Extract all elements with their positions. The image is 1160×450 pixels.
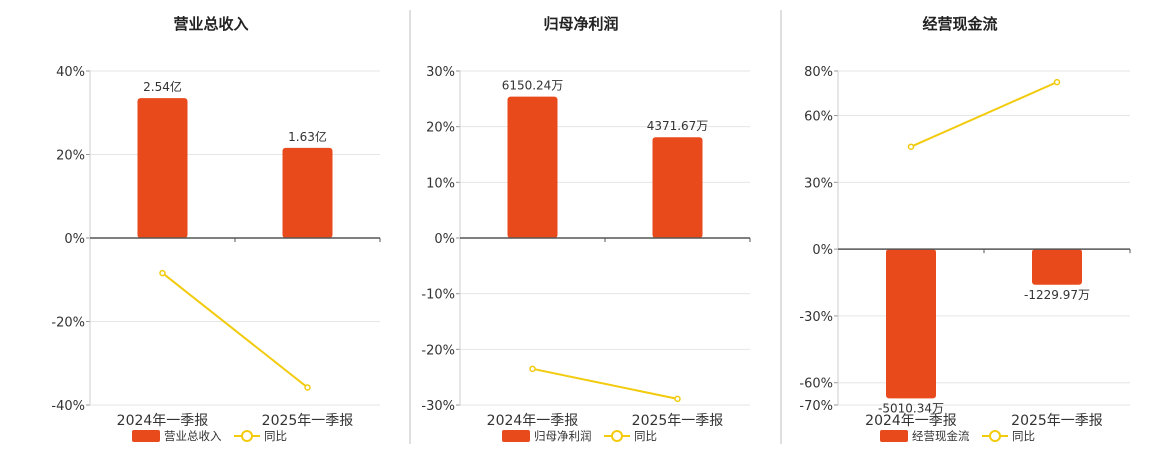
legend-label: 营业总收入 — [164, 429, 222, 443]
y-tick-label: -20% — [51, 316, 85, 331]
bar-data-label: 4371.67万 — [647, 119, 709, 133]
bar — [886, 249, 936, 399]
legend-line-marker — [989, 430, 1001, 442]
y-tick-label: 0% — [434, 232, 455, 247]
line-point — [907, 143, 915, 150]
legend: 归母净利润 同比 — [502, 429, 657, 443]
bar — [137, 98, 188, 238]
x-tick-label: 2024年一季报 — [865, 413, 957, 429]
bar-data-label: 1.63亿 — [288, 129, 327, 144]
legend-label: 经营现金流 — [912, 429, 970, 443]
bar — [282, 147, 333, 238]
line-point — [304, 384, 311, 391]
chart-panel-1: 营业总收入 -40% -20% 0% 20% 40% 2.54亿 1.63亿 2024年一季报 2… — [51, 15, 381, 443]
y-tick-label: 20% — [56, 149, 85, 164]
y-tick-label: 60% — [804, 110, 833, 125]
legend-label: 同比 — [1012, 429, 1035, 443]
y-tick-label: -40% — [51, 399, 85, 414]
legend: 营业总收入 同比 — [132, 429, 287, 443]
legend-line-marker — [241, 430, 253, 442]
bar-data-label: 2.54亿 — [143, 79, 182, 94]
legend-bar-swatch — [502, 430, 530, 442]
line-point — [1053, 78, 1061, 86]
line-point — [674, 395, 681, 403]
bar-data-label: 6150.24万 — [502, 79, 564, 93]
line-point — [159, 269, 166, 277]
y-tick-label: -20% — [421, 343, 455, 358]
series-line — [161, 272, 309, 389]
y-tick-label: 30% — [804, 176, 833, 191]
legend-bar-swatch — [132, 430, 160, 442]
bar — [652, 137, 703, 238]
line-point — [529, 365, 536, 373]
chart-title: 归母净利润 — [543, 15, 618, 33]
legend-label: 归母净利润 — [534, 429, 592, 443]
bar-data-label: -1229.97万 — [1024, 288, 1090, 302]
chart-panel-3: 经营现金流 -70% -60% -30% 0% 30% 60% 80% -5010.34万 -12… — [799, 15, 1131, 443]
legend-label: 同比 — [264, 429, 287, 443]
x-tick-label: 2025年一季报 — [632, 413, 724, 429]
y-tick-label: -60% — [799, 377, 833, 392]
x-tick-label: 2024年一季报 — [117, 413, 209, 429]
y-tick-label: -10% — [421, 288, 455, 303]
legend-bar-swatch — [880, 430, 908, 442]
y-tick-label: 0% — [812, 243, 833, 258]
legend-line-marker — [611, 430, 623, 442]
bar — [1032, 249, 1082, 285]
series-line — [532, 367, 678, 400]
chart-title: 营业总收入 — [173, 15, 248, 33]
y-tick-label: 0% — [64, 232, 85, 247]
legend: 经营现金流 同比 — [880, 429, 1035, 443]
chart-title: 经营现金流 — [922, 15, 997, 33]
y-tick-label: 40% — [56, 65, 85, 80]
chart-panel-2: 归母净利润 -30% -20% -10% 0% 10% 20% 30% 6150.24万 4371… — [421, 15, 751, 443]
y-tick-label: 10% — [426, 176, 455, 191]
bar — [507, 96, 558, 239]
x-tick-label: 2024年一季报 — [487, 413, 579, 429]
y-tick-label: 80% — [804, 65, 833, 80]
legend-label: 同比 — [634, 429, 657, 443]
x-tick-label: 2025年一季报 — [262, 413, 354, 429]
y-tick-label: 20% — [426, 121, 455, 136]
series-line — [910, 81, 1058, 148]
y-tick-label: -70% — [799, 399, 833, 414]
x-tick-label: 2025年一季报 — [1011, 413, 1103, 429]
y-tick-label: -30% — [799, 310, 833, 325]
bar-data-label: -5010.34万 — [878, 401, 944, 415]
y-tick-label: 30% — [426, 65, 455, 80]
y-tick-label: -30% — [421, 399, 455, 414]
